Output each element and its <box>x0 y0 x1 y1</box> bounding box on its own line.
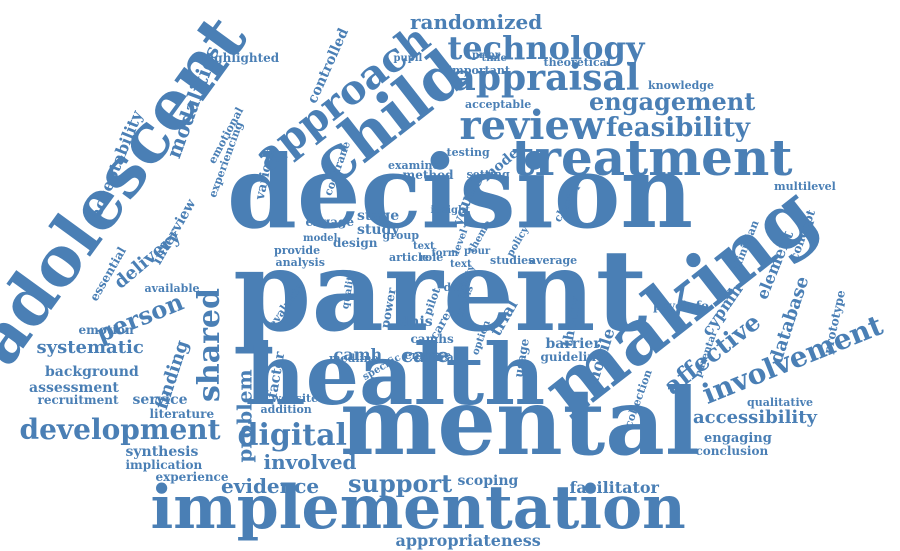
word-appraisal: appraisal <box>452 57 640 99</box>
word-available: available <box>144 281 200 295</box>
word-randomized: randomized <box>410 10 543 34</box>
word-stage: stage <box>357 208 400 224</box>
word-literature: literature <box>149 407 215 421</box>
word-assessment: assessment <box>29 380 119 396</box>
word-article: article <box>389 250 430 264</box>
word-treatment: treatment <box>511 128 793 187</box>
word-psycinfo: psycinfo <box>653 299 709 313</box>
word-role: role <box>419 250 444 264</box>
word-technology: technology <box>447 29 645 67</box>
word-addition: addition <box>260 402 312 416</box>
word-engaging: engaging <box>704 430 772 446</box>
word-form: form <box>431 248 459 259</box>
word-important: important <box>448 63 510 77</box>
word-embase: embase <box>404 348 452 362</box>
word-knowledge: knowledge <box>648 78 714 92</box>
word-health: health <box>244 325 546 424</box>
word-accessibility: accessibility <box>693 407 818 428</box>
word-method: method <box>402 168 454 182</box>
word-group: group <box>382 228 420 242</box>
word-evidence: evidence <box>221 474 320 498</box>
word-service: service <box>132 392 188 408</box>
word-facilitator: facilitator <box>569 478 659 497</box>
word-websites: websites <box>271 391 325 405</box>
word-conclusion: conclusion <box>695 444 769 458</box>
word-experience: experience <box>155 470 229 484</box>
word-time: time <box>481 53 507 64</box>
word-examine: examine <box>388 158 440 172</box>
word-text: text <box>450 259 472 270</box>
word-text: text <box>413 241 435 252</box>
word-systematic: systematic <box>36 337 144 358</box>
word-appropriateness: appropriateness <box>395 531 541 550</box>
word-development: development <box>19 413 221 446</box>
word-problem: problem <box>232 369 257 463</box>
word-qualitative: qualitative <box>747 395 814 409</box>
word-theoretical: theoretical <box>543 55 611 69</box>
word-engagement: engagement <box>589 87 756 116</box>
word-setting: setting <box>466 167 510 181</box>
word-medline: medline <box>329 351 379 365</box>
word-camhs: camhs <box>410 332 454 346</box>
word-implementation: implementation <box>150 473 686 543</box>
word-analysis: analysis <box>275 255 325 269</box>
word-synthesis: synthesis <box>125 444 199 460</box>
word-shared: shared <box>192 287 228 403</box>
word-support: support <box>348 469 453 498</box>
word-prior: prior <box>472 50 500 61</box>
word-average: average <box>529 253 578 267</box>
word-barrier: barrier <box>545 336 601 352</box>
word-implication: implication <box>125 458 203 472</box>
word-interview: interview <box>148 196 199 268</box>
word-emotion: emotion <box>78 323 134 337</box>
word-critical: critical <box>414 350 458 364</box>
word-digital: digital <box>237 418 347 453</box>
word-multilevel: multilevel <box>774 179 836 193</box>
word-highlighted: highlighted <box>201 51 280 65</box>
word-pupil: pupil <box>393 53 423 64</box>
word-acceptable: acceptable <box>465 97 532 111</box>
word-testing: testing <box>446 145 490 159</box>
word-decision: decision <box>227 133 694 251</box>
word-engage: engage <box>305 215 355 229</box>
word-scoping: scoping <box>457 473 519 489</box>
word-background: background <box>45 364 139 380</box>
word-studies: studies <box>490 253 535 267</box>
word-study: study <box>357 222 400 238</box>
word-model: model <box>303 233 338 244</box>
word-involved: involved <box>263 450 357 474</box>
word-dhis: dhis <box>399 314 433 330</box>
word-review: review <box>459 102 605 149</box>
word-camh: camh <box>333 345 383 364</box>
word-mental: mental <box>340 368 700 476</box>
word-feasibility: feasibility <box>606 113 751 143</box>
word-parent: parent <box>233 226 648 357</box>
word-care: care <box>401 343 450 367</box>
word-guideline: guideline <box>540 350 604 364</box>
word-pour: pour <box>464 246 491 257</box>
word-data: data <box>443 280 471 294</box>
word-design: design <box>333 236 378 250</box>
word-provide: provide <box>274 243 321 257</box>
word-insight: insight <box>430 205 470 216</box>
word-recruitment: recruitment <box>37 393 119 407</box>
